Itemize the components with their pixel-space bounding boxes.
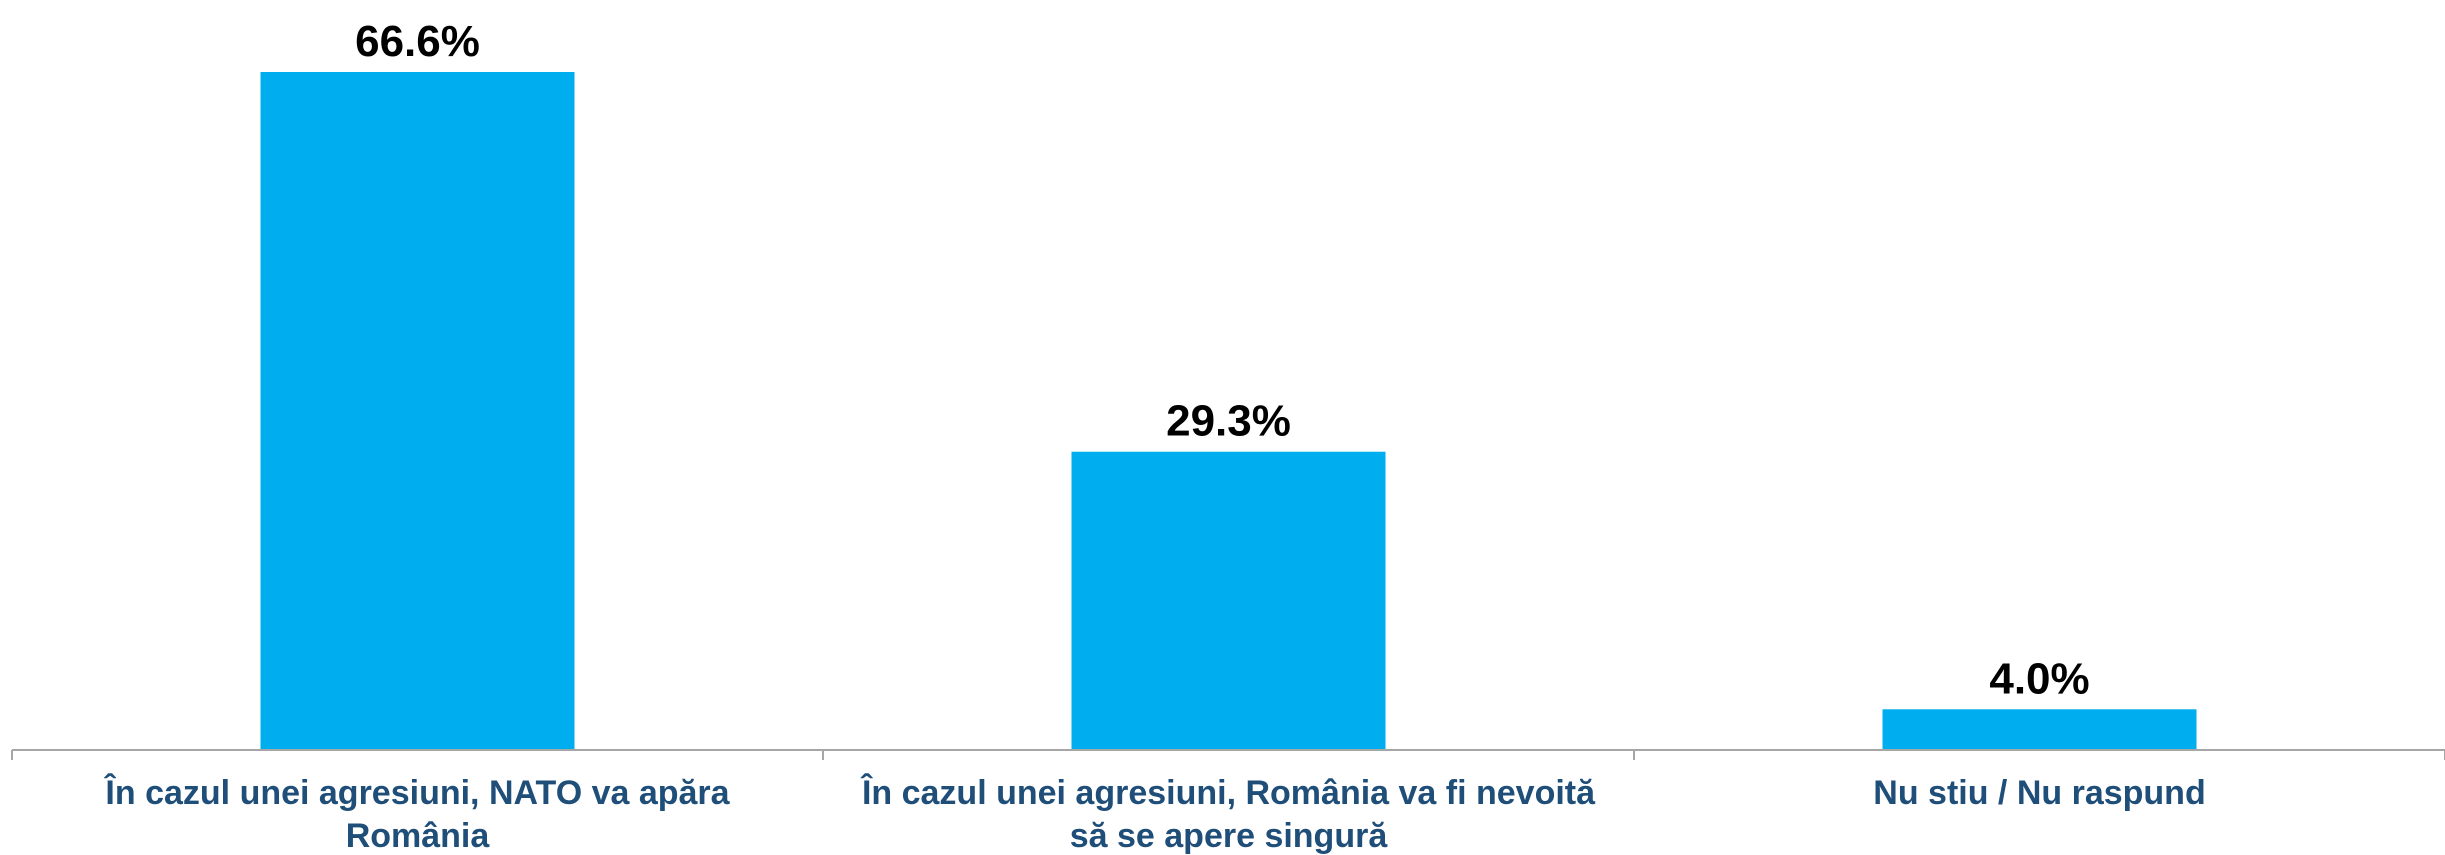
x-axis bbox=[11, 749, 2445, 760]
category-label-line: să se apere singură bbox=[1070, 817, 1389, 855]
category-label-3: Nu stiu / Nu raspund bbox=[1873, 774, 2205, 812]
category-labels-group: În cazul unei agresiuni, NATO va apăra Ro… bbox=[103, 774, 2205, 855]
bars-group bbox=[260, 72, 2197, 750]
bar-2 bbox=[1071, 451, 1386, 750]
category-label-line: România bbox=[346, 817, 491, 855]
category-label-line: În cazul unei agresiuni, NATO va apăra bbox=[103, 774, 730, 812]
category-label-1: În cazul unei agresiuni, NATO va apăra Ro… bbox=[103, 774, 730, 855]
value-labels-group: 66.6% 29.3% 4.0% bbox=[355, 17, 2090, 703]
bar-3 bbox=[1882, 709, 2197, 750]
data-label-1: 66.6% bbox=[355, 17, 480, 66]
data-label-3: 4.0% bbox=[1989, 654, 2089, 703]
category-label-2: În cazul unei agresiuni, România va fi n… bbox=[860, 774, 1596, 855]
data-label-2: 29.3% bbox=[1166, 397, 1291, 446]
bar-1 bbox=[260, 72, 575, 750]
category-label-line: Nu stiu / Nu raspund bbox=[1873, 774, 2205, 812]
category-label-line: În cazul unei agresiuni, România va fi n… bbox=[860, 774, 1596, 812]
